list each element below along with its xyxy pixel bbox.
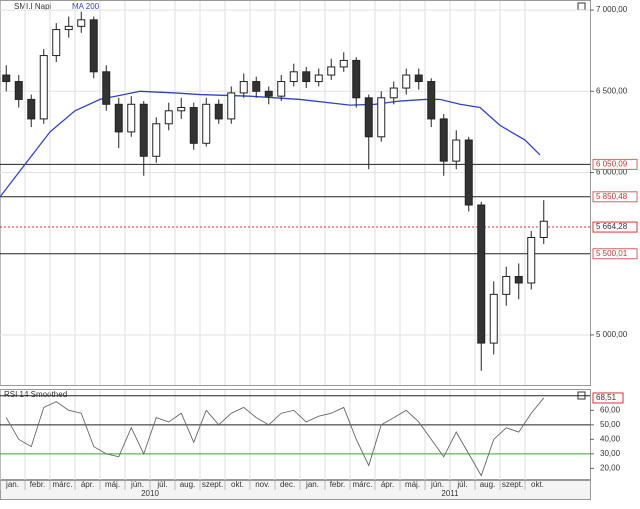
last-price-box [592, 221, 638, 233]
candle-body [489, 293, 498, 344]
candle-body [339, 59, 348, 68]
candle-body [202, 103, 211, 144]
candle-body [477, 204, 486, 344]
month-label: aug. [180, 480, 196, 489]
maximize-icon[interactable] [577, 2, 586, 11]
y-tick-label: 7 000,00 [596, 5, 628, 14]
candle-body [452, 139, 461, 162]
month-label: dec. [280, 480, 295, 489]
candle-body [502, 275, 511, 295]
candle-body [102, 71, 111, 105]
month-label: nov. [255, 480, 270, 489]
candle-body [289, 71, 298, 83]
candle-body [352, 59, 361, 99]
candle-body [539, 220, 548, 238]
candle-body [189, 107, 198, 144]
month-label: júl. [156, 480, 167, 489]
candle-body [64, 25, 73, 31]
month-label: máj. [105, 480, 120, 489]
level-box [592, 158, 638, 170]
candle-body [364, 97, 373, 138]
candle-body [314, 74, 323, 83]
candle-body [427, 81, 436, 120]
candle-body [264, 90, 273, 97]
month-label: júl. [456, 480, 467, 489]
candle-body [277, 81, 286, 97]
rsi-tick-label: 30,00 [600, 449, 621, 458]
month-label: jún. [430, 480, 444, 489]
month-label: máj. [405, 480, 420, 489]
candle-body [377, 97, 386, 138]
candle-body [464, 139, 473, 206]
candle-body [402, 74, 411, 89]
month-label: okt. [231, 480, 244, 489]
month-label: jan. [305, 480, 319, 489]
y-tick-label: 6 000,00 [596, 168, 628, 177]
instrument-label[interactable]: SMI.I Napi [14, 2, 52, 11]
month-label: ápr. [81, 480, 94, 489]
year-label: 2010 [141, 489, 159, 498]
candle-body [152, 123, 161, 157]
rsi-label[interactable]: RSI 14 Smoothed [4, 390, 67, 399]
candle-body [214, 103, 223, 120]
month-label: márc. [53, 480, 73, 489]
candle-body [514, 275, 523, 284]
month-label: ápr. [381, 480, 394, 489]
last-price-label: 5 664,28 [596, 222, 628, 231]
month-label: jan. [5, 480, 19, 489]
month-label: szept. [202, 480, 223, 489]
candle-body [177, 107, 186, 112]
candle-body [127, 103, 136, 133]
candle-body [439, 118, 448, 162]
rsi-tick-label: 20,00 [600, 463, 621, 472]
level-box [592, 191, 638, 203]
candle-body [327, 66, 336, 76]
ma-label[interactable]: MA 200 [72, 2, 100, 11]
candle-body [114, 103, 123, 133]
y-tick-label: 5 000,00 [596, 330, 628, 339]
candle-body [527, 236, 536, 284]
month-label: febr. [330, 480, 346, 489]
candle-body [252, 81, 261, 92]
candle-body [27, 98, 36, 120]
rsi-last-label: 68,51 [596, 393, 617, 402]
candle-body [14, 81, 23, 100]
rsi-line [5, 397, 545, 477]
year-label: 2011 [441, 489, 459, 498]
month-label: febr. [30, 480, 46, 489]
month-label: okt. [531, 480, 544, 489]
rsi-last-box [592, 392, 624, 404]
candle-body [414, 74, 423, 83]
candle-body [227, 92, 236, 120]
rsi-tick-label: 60,00 [600, 405, 621, 414]
level-label: 6 050,09 [596, 159, 628, 168]
month-label: márc. [353, 480, 373, 489]
candle-body [52, 29, 61, 57]
ma-line [0, 90, 541, 198]
candle-body [139, 103, 148, 157]
month-label: aug. [480, 480, 496, 489]
month-label: szept. [502, 480, 523, 489]
level-box [592, 248, 638, 260]
candle-body [89, 19, 98, 73]
month-label: jún. [130, 480, 144, 489]
rsi-tick-label: 40,00 [600, 434, 621, 443]
candle-body [77, 19, 86, 27]
candle-body [302, 71, 311, 83]
rsi-tick-label: 50,00 [600, 420, 621, 429]
candle-body [39, 55, 48, 120]
level-label: 5 500,01 [596, 249, 628, 258]
candle-body [389, 87, 398, 99]
candle-body [2, 74, 11, 83]
candle-body [239, 81, 248, 94]
y-tick-label: 6 500,00 [596, 86, 628, 95]
level-label: 5 850,48 [596, 192, 628, 201]
candle-body [164, 110, 173, 125]
